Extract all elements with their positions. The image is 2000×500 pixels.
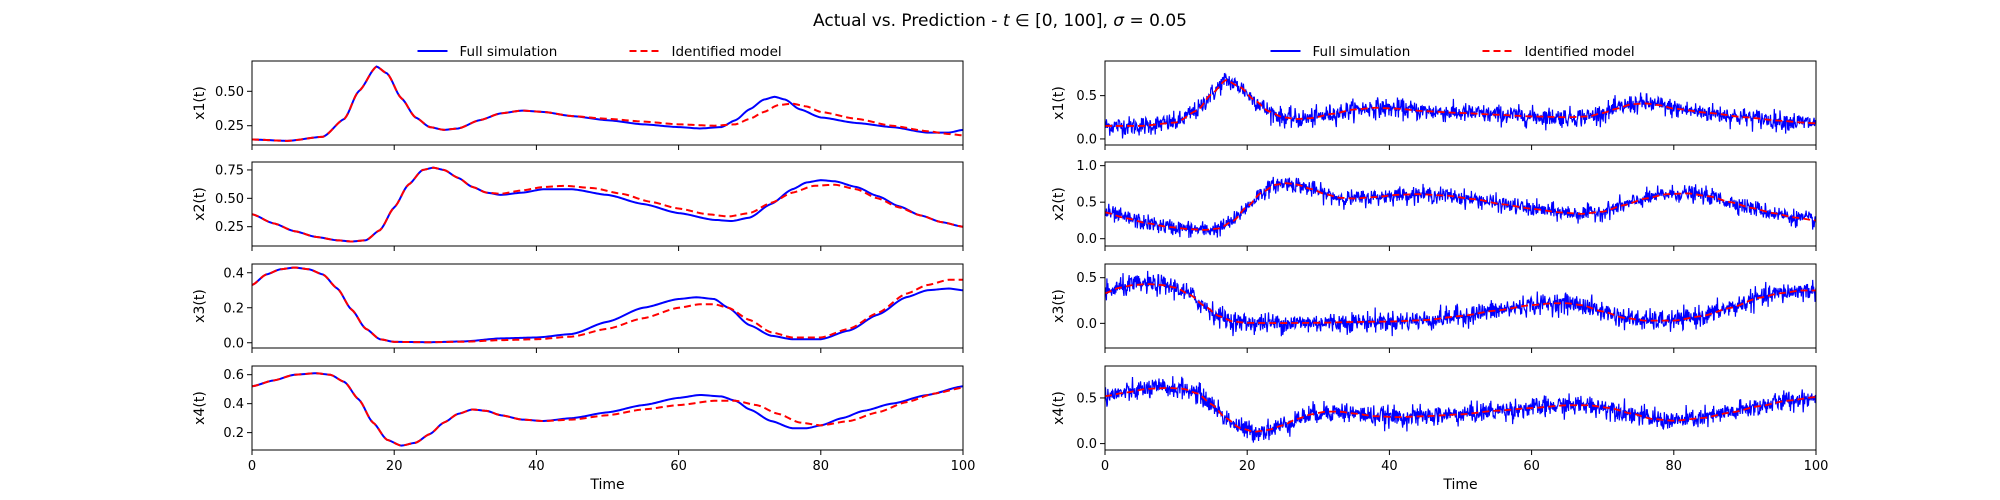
y-tick-label: 0.0 (223, 336, 244, 351)
y-tick-label: 0.50 (215, 85, 244, 100)
plot-area (1105, 376, 1816, 443)
subplot-x2t: 0.25 0.50 0.75 x2(t) (192, 161, 964, 251)
y-axis-label: x2(t) (192, 187, 208, 221)
x-tick-label: 20 (386, 459, 403, 474)
title-sigma: σ (1113, 11, 1125, 31)
axes-frame (1104, 60, 1817, 146)
legend-label-actual: Full simulation (1313, 44, 1411, 60)
x-tick-label: 80 (813, 459, 830, 474)
y-tick-label: 0.75 (215, 163, 244, 178)
series-line-identified-model (1105, 182, 1816, 231)
series-line-identified-model (252, 65, 963, 142)
legend-label-model: Identified model (672, 44, 782, 60)
subplot-x1t: 0.25 0.50 x1(t) (192, 60, 964, 150)
series-line-full-simulation (252, 372, 963, 447)
series-line-full-simulation (252, 166, 963, 243)
y-tick-label: 0.5 (1076, 391, 1097, 406)
series-line-identified-model (252, 166, 963, 243)
y-axis-label: x4(t) (1051, 391, 1067, 425)
y-tick-label: 0.0 (1076, 232, 1097, 247)
y-tick-label: 0.0 (1076, 437, 1097, 452)
y-tick-label: 0.5 (1076, 89, 1097, 104)
plot-area (1105, 176, 1816, 238)
title-in: ∈ [0, 100], (1010, 11, 1114, 31)
series-line-identified-model (252, 372, 963, 447)
y-tick-label: 0.5 (1076, 196, 1097, 211)
y-tick-label: 0.25 (215, 119, 244, 134)
y-tick-label: 1.0 (1076, 159, 1097, 174)
axes-frame (251, 263, 964, 349)
x-tick-label: 0 (248, 459, 256, 474)
subplot-x2t: 0.0 0.5 1.0 x2(t) (1051, 159, 1817, 251)
plot-area (252, 372, 963, 447)
plot-area (252, 65, 963, 142)
axes-frame (1104, 263, 1817, 349)
y-tick-label: 0.50 (215, 192, 244, 207)
series-line-full-simulation (1105, 72, 1816, 139)
plot-area (1105, 270, 1816, 337)
plot-area (252, 166, 963, 243)
series-line-full-simulation (1105, 176, 1816, 238)
axes-frame (251, 365, 964, 451)
y-axis-label: x3(t) (192, 289, 208, 323)
y-tick-label: 0.25 (215, 220, 244, 235)
series-line-full-simulation (1105, 376, 1816, 443)
x-tick-label: 40 (528, 459, 545, 474)
title-prefix: Actual vs. Prediction - (813, 11, 1003, 31)
x-axis-label: Time (1442, 477, 1477, 493)
series-line-identified-model (1105, 283, 1816, 324)
x-tick-label: 60 (670, 459, 687, 474)
title-eq: = 0.05 (1124, 11, 1187, 31)
legend-label-model: Identified model (1525, 44, 1635, 60)
x-tick-label: 20 (1239, 459, 1256, 474)
axes-frame (1104, 161, 1817, 247)
y-tick-label: 0.4 (223, 397, 244, 412)
y-tick-label: 0.0 (1076, 317, 1097, 332)
axes-frame (1104, 365, 1817, 451)
subplot-x1t: 0.0 0.5 x1(t) (1051, 60, 1817, 150)
legend: Full simulation Identified model (1270, 44, 1635, 60)
x-tick-label: 80 (1666, 459, 1683, 474)
y-axis-label: x2(t) (1051, 187, 1067, 221)
x-tick-label: 100 (951, 459, 976, 474)
x-tick-label: 100 (1804, 459, 1829, 474)
x-tick-label: 0 (1101, 459, 1109, 474)
legend-label-actual: Full simulation (460, 44, 558, 60)
subplot-x4t: 0.0 0.5 x4(t) 0 20 40 60 80 100 Time (1051, 365, 1829, 493)
x-tick-label: 40 (1381, 459, 1398, 474)
series-line-full-simulation (252, 266, 963, 344)
y-tick-label: 0.0 (1076, 132, 1097, 147)
axes-frame (251, 60, 964, 146)
y-tick-label: 0.2 (223, 426, 244, 441)
y-tick-label: 0.5 (1076, 271, 1097, 286)
figure-title: Actual vs. Prediction - t ∈ [0, 100], σ … (813, 11, 1187, 31)
series-line-identified-model (1105, 387, 1816, 433)
x-axis-label: Time (589, 477, 624, 493)
chart-panel-right: Full simulation Identified model 0.0 0.5 x1(… (1051, 44, 1828, 493)
subplot-x3t: 0.0 0.2 0.4 x3(t) (192, 263, 964, 353)
series-line-identified-model (252, 266, 963, 344)
chart-panel-left: Full simulation Identified model 0.25 0.50 x… (192, 44, 975, 493)
y-axis-label: x1(t) (1051, 86, 1067, 120)
plot-area (1105, 72, 1816, 139)
y-tick-label: 0.4 (223, 266, 244, 281)
plot-area (252, 266, 963, 344)
title-t: t (1003, 11, 1011, 31)
series-line-full-simulation (252, 65, 963, 142)
y-axis-label: x4(t) (192, 391, 208, 425)
series-line-full-simulation (1105, 270, 1816, 337)
y-axis-label: x3(t) (1051, 289, 1067, 323)
subplot-x3t: 0.0 0.5 x3(t) (1051, 263, 1817, 353)
y-tick-label: 0.2 (223, 301, 244, 316)
axes-frame (251, 161, 964, 247)
legend: Full simulation Identified model (417, 44, 782, 60)
series-line-identified-model (1105, 79, 1816, 127)
y-tick-label: 0.6 (223, 368, 244, 383)
x-tick-label: 60 (1523, 459, 1540, 474)
y-axis-label: x1(t) (192, 86, 208, 120)
subplot-x4t: 0.2 0.4 0.6 x4(t) 0 20 40 60 80 100 Time (192, 365, 976, 493)
